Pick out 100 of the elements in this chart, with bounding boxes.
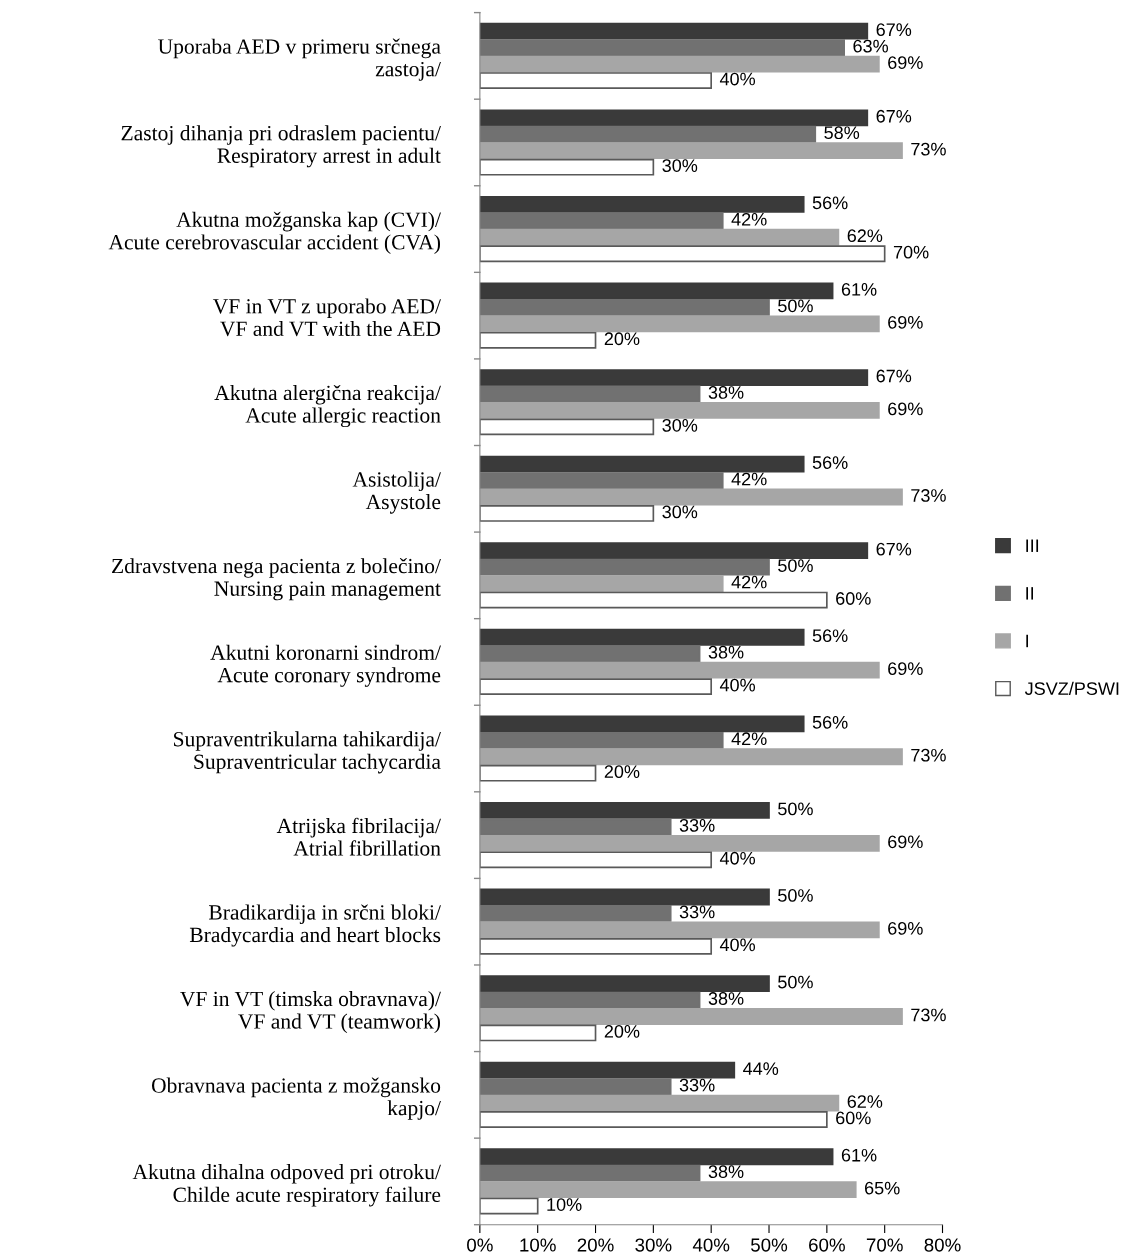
data-label: 30% xyxy=(662,505,698,519)
bar xyxy=(479,39,846,57)
data-label: 73% xyxy=(911,1008,946,1022)
legend-label: I xyxy=(1026,634,1029,648)
bar xyxy=(479,385,701,403)
bar xyxy=(479,764,597,782)
bar xyxy=(479,1181,857,1199)
bar xyxy=(479,158,655,176)
data-label: 67% xyxy=(876,109,912,123)
bar xyxy=(479,834,880,852)
bar xyxy=(479,488,903,506)
data-label: 40% xyxy=(719,678,756,692)
bar xyxy=(479,212,724,230)
bar xyxy=(479,921,880,939)
data-label: 70% xyxy=(893,245,929,259)
data-label: 73% xyxy=(911,489,946,502)
bar xyxy=(479,315,880,333)
data-label: 42% xyxy=(731,472,767,486)
data-label: 33% xyxy=(679,818,715,832)
data-label: 38% xyxy=(708,992,744,1005)
bar xyxy=(479,109,869,127)
y-tick-label: Supraventrikularna tahikardija/ Supraventricular tachycardia xyxy=(174,731,441,774)
data-label: 69% xyxy=(888,315,923,329)
y-tick-label: Akutna dihalna odpoved pri otroku/ Childe acute respiratory failure xyxy=(132,1164,441,1207)
data-label: 56% xyxy=(812,629,848,643)
data-label: 40% xyxy=(719,72,756,86)
bar xyxy=(479,575,724,592)
data-label: 67% xyxy=(876,369,912,383)
bar xyxy=(479,851,713,869)
bar xyxy=(479,402,880,419)
bar xyxy=(479,975,770,992)
data-label: 65% xyxy=(865,1181,900,1195)
y-tick-label: Akutna alergična reakcija/ Acute allergic reaction xyxy=(214,384,441,428)
bar xyxy=(479,905,672,922)
bar xyxy=(479,282,834,300)
bar xyxy=(479,991,701,1009)
bar xyxy=(479,628,805,646)
data-label: 56% xyxy=(812,715,848,729)
data-label: 69% xyxy=(888,402,923,416)
data-label: 62% xyxy=(847,1095,883,1108)
data-label: 69% xyxy=(888,56,923,69)
bar xyxy=(479,55,880,73)
y-tick-label: VF in VT (timska obravnava)/ VF and VT (teamwork) xyxy=(180,991,441,1034)
data-label: 33% xyxy=(679,1078,715,1092)
y-tick-label: Akutna možganska kap (CVI)/ Acute cerebrovascular accident (CVA) xyxy=(108,211,441,254)
data-label: 69% xyxy=(888,835,923,849)
data-label: 44% xyxy=(743,1062,779,1075)
data-label: 40% xyxy=(719,851,756,865)
bar xyxy=(479,228,840,246)
data-label: 73% xyxy=(911,142,946,156)
x-tick-label: 10% xyxy=(520,1238,556,1252)
data-label: 56% xyxy=(812,456,848,469)
data-label: 60% xyxy=(836,592,871,605)
data-label: 58% xyxy=(824,126,860,140)
x-tick-label: 70% xyxy=(866,1238,903,1252)
data-label: 38% xyxy=(708,386,744,399)
y-tick-label: Bradikardija in srčni bloki/ Bradycardia and heart blocks xyxy=(189,904,441,947)
bar xyxy=(479,418,655,436)
x-tick-label: 80% xyxy=(924,1238,961,1252)
bar xyxy=(479,802,770,819)
data-label: 38% xyxy=(708,1165,744,1179)
bar xyxy=(479,22,869,40)
bar xyxy=(479,715,805,733)
data-label: 42% xyxy=(731,575,767,589)
y-tick-label: Akutni koronarni sindrom/ Acute coronary syndrome xyxy=(210,644,441,687)
bar xyxy=(479,818,672,836)
bar xyxy=(479,1024,597,1042)
data-label: 42% xyxy=(731,732,767,746)
data-label: 61% xyxy=(841,1148,877,1162)
bar xyxy=(479,72,713,89)
bar xyxy=(479,731,724,749)
bar xyxy=(479,369,869,386)
data-label: 73% xyxy=(911,748,946,762)
data-label: 30% xyxy=(662,418,698,432)
bar xyxy=(479,125,817,143)
data-label: 33% xyxy=(679,905,715,919)
bar xyxy=(479,1148,834,1166)
x-tick-label: 0% xyxy=(467,1238,493,1252)
data-label: 38% xyxy=(708,645,744,659)
bar xyxy=(479,1008,903,1025)
bar xyxy=(479,1197,539,1215)
data-label: 42% xyxy=(731,212,767,226)
bar xyxy=(479,472,724,489)
data-label: 61% xyxy=(841,283,877,296)
data-label: 67% xyxy=(876,542,912,556)
bar xyxy=(479,245,886,263)
y-tick-label: Uporaba AED v primeru srčnega zastoja/ xyxy=(158,38,441,81)
data-label: 50% xyxy=(778,559,813,572)
bar xyxy=(479,661,880,679)
bar xyxy=(479,195,805,213)
y-tick-label: Obravnava pacienta z možgansko kapjo/ xyxy=(151,1077,441,1120)
bar xyxy=(479,142,903,160)
bar xyxy=(479,1078,672,1096)
data-label: 69% xyxy=(888,662,923,676)
data-label: 69% xyxy=(888,921,923,935)
bar xyxy=(479,748,903,766)
data-label: 50% xyxy=(778,299,813,313)
bar xyxy=(479,299,770,316)
y-tick-label: Zastoj dihanja pri odraslem pacientu/ Respiratory arrest in adult xyxy=(121,125,441,168)
bar xyxy=(479,591,828,609)
